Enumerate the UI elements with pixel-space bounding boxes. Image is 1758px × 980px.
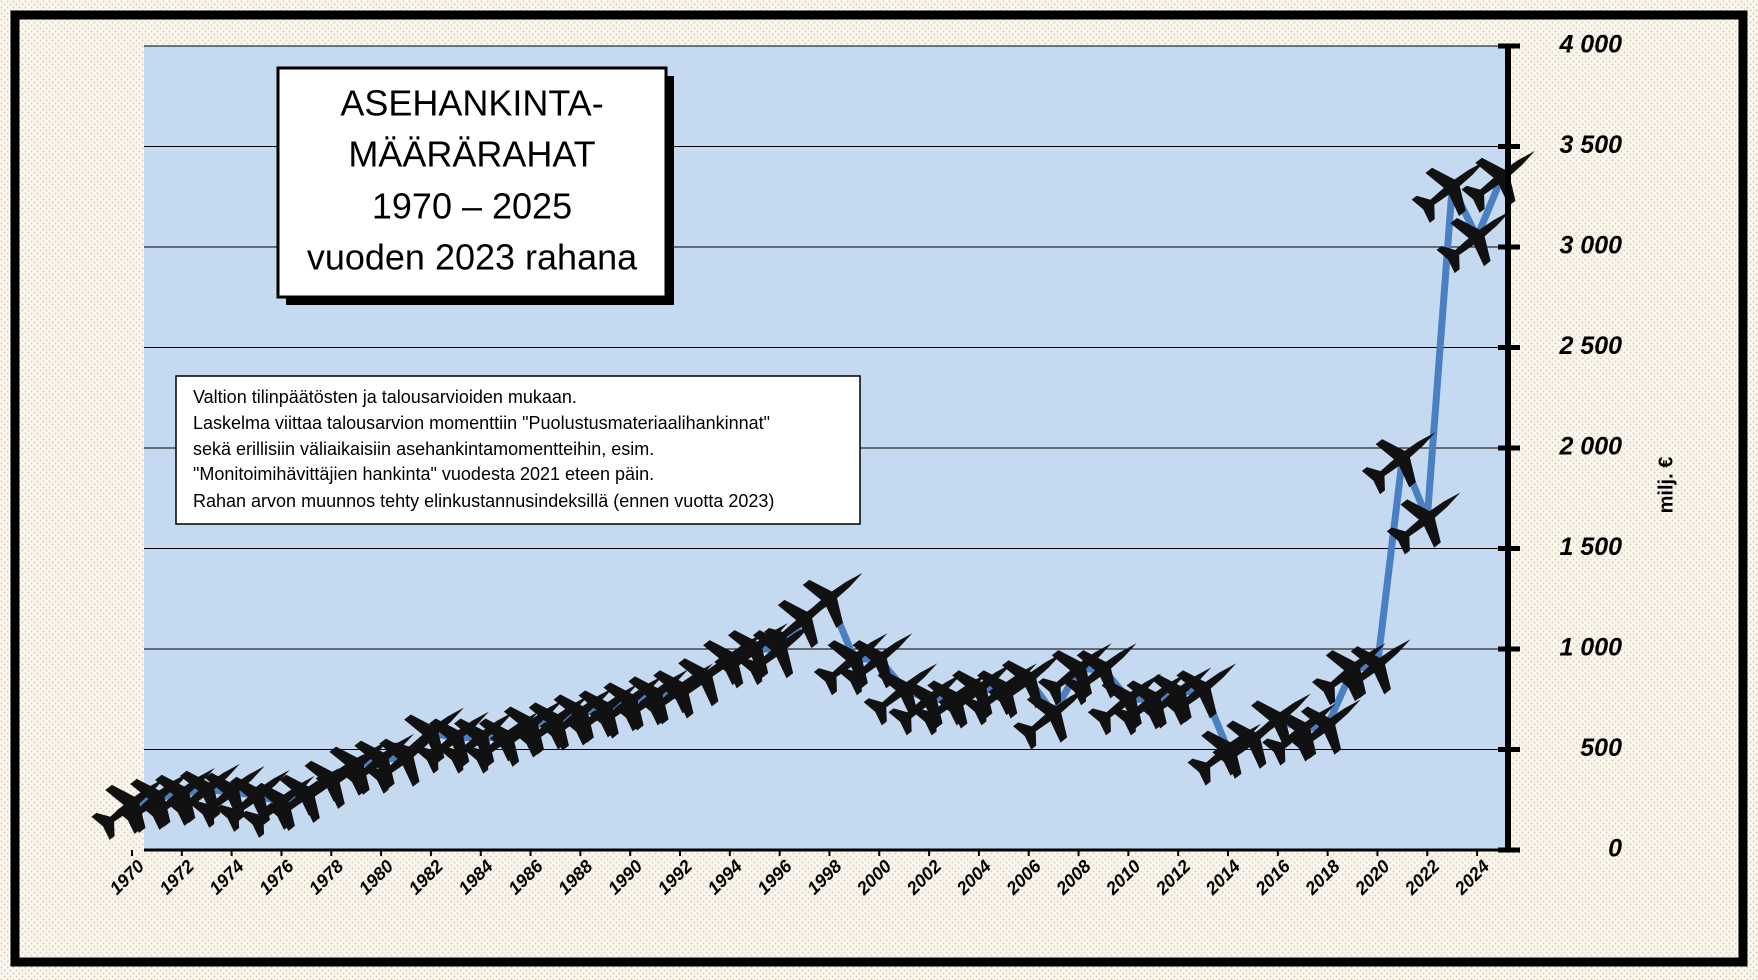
y-tick-label: 3 000 <box>1559 232 1622 260</box>
marker <box>838 633 913 696</box>
title-line: MÄÄRÄRAHAT <box>348 134 595 175</box>
marker <box>216 769 290 832</box>
marker <box>191 765 265 828</box>
marker <box>1436 211 1511 274</box>
y-tick-label: 1 000 <box>1559 634 1622 662</box>
y-tick-label: 4 000 <box>1558 31 1622 59</box>
y-tick-label: 3 500 <box>1559 131 1622 159</box>
y-tick-label: 1 500 <box>1559 533 1622 561</box>
marker <box>863 663 938 726</box>
title-box <box>276 66 668 299</box>
title-line: vuoden 2023 rahana <box>307 237 638 278</box>
marker <box>988 653 1062 716</box>
marker <box>1386 492 1461 555</box>
note-line: sekä erillisiin väliaikaisiin asehankint… <box>193 439 654 459</box>
markers <box>91 150 1536 840</box>
y-axis-label: milj. € <box>1655 457 1677 514</box>
marker <box>1361 432 1436 495</box>
note-line: "Monitoimihävittäjien hankinta" vuodesta… <box>193 464 654 484</box>
marker <box>1336 639 1411 702</box>
marker <box>1237 693 1311 756</box>
marker <box>1013 687 1087 750</box>
marker <box>1411 160 1486 223</box>
marker <box>1162 663 1237 726</box>
title-line: ASEHANKINTA- <box>340 83 603 124</box>
note-line: Valtion tilinpäätösten ja talousarvioide… <box>193 387 577 407</box>
frame <box>10 10 1748 967</box>
note-box <box>175 375 861 525</box>
marker <box>739 623 813 686</box>
marker <box>788 572 863 635</box>
y-tick-label: 0 <box>1608 835 1622 863</box>
y-tick-label: 2 500 <box>1558 332 1622 360</box>
title-line: 1970 – 2025 <box>372 186 572 227</box>
marker <box>390 707 465 770</box>
marker <box>1287 699 1361 762</box>
note-line: Rahan arvon muunnos tehty elinkustannusi… <box>193 491 774 511</box>
y-tick-label: 2 000 <box>1558 433 1622 461</box>
y-tick-label: 500 <box>1580 734 1622 762</box>
note-line: Laskelma viittaa talousarvion momenttiin… <box>193 413 770 433</box>
marker <box>1461 150 1536 213</box>
marker <box>1062 643 1137 706</box>
